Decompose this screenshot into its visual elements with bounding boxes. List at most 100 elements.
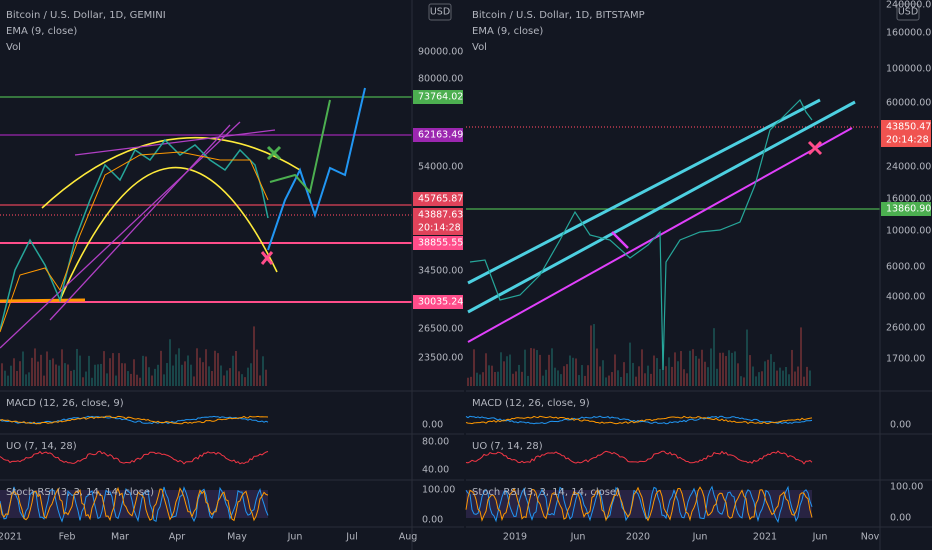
price-label: 20:14:28 — [418, 223, 461, 234]
volume-bar — [590, 325, 592, 386]
volume-bar — [515, 371, 517, 386]
price-label: 26500.00 — [418, 324, 463, 335]
indicator-name: UO (7, 14, 28) — [472, 441, 543, 452]
price-label: 240000.00 — [886, 0, 932, 11]
volume-bar — [73, 369, 75, 386]
volume-bar — [725, 356, 727, 386]
volume-bar — [527, 375, 529, 386]
volume-bar — [10, 365, 12, 386]
price-label: 100000.00 — [886, 64, 932, 75]
volume-bar — [34, 348, 36, 386]
volume-bar — [226, 370, 228, 386]
price-label: 43850.47 — [886, 122, 931, 133]
volume-bar — [749, 355, 751, 386]
volume-bar — [779, 367, 781, 386]
volume-bar — [686, 373, 688, 386]
volume-bar — [782, 370, 784, 386]
volume-bar — [677, 361, 679, 386]
volume-bar — [548, 354, 550, 386]
volume-bar — [485, 353, 487, 386]
price-label: 38855.55 — [418, 238, 463, 249]
volume-bar — [569, 355, 571, 386]
header-text: EMA (9, close) — [6, 26, 77, 37]
volume-bar — [205, 349, 207, 386]
volume-bar — [506, 356, 508, 386]
volume-bar — [136, 374, 138, 386]
volume-bar — [178, 348, 180, 386]
volume-bar — [470, 376, 472, 386]
volume-bar — [497, 371, 499, 386]
volume-bar — [512, 373, 514, 386]
volume-bar — [61, 349, 63, 386]
volume-bar — [479, 374, 481, 386]
time-label: Apr — [169, 532, 186, 543]
volume-bar — [695, 355, 697, 386]
volume-bar — [169, 339, 171, 386]
indicator-scale: 100.00 — [422, 485, 455, 496]
price-tag — [413, 236, 463, 250]
volume-bar — [656, 358, 658, 386]
time-label: May — [227, 532, 247, 543]
price-tag — [881, 133, 931, 147]
indicator-name: UO (7, 14, 28) — [6, 441, 77, 452]
volume-bar — [593, 324, 595, 386]
volume-bar — [70, 370, 72, 386]
volume-bar — [557, 370, 559, 386]
volume-bar — [7, 375, 9, 386]
indicator-scale: 0.00 — [890, 513, 911, 524]
volume-bar — [545, 369, 547, 386]
time-label: Jul — [345, 532, 357, 543]
volume-bar — [259, 375, 261, 386]
volume-bar — [220, 365, 222, 386]
volume-bar — [118, 353, 120, 386]
volume-bar — [124, 363, 126, 386]
volume-bar — [584, 375, 586, 386]
volume-bar — [563, 366, 565, 386]
volume-bar — [172, 365, 174, 386]
uo-line — [0, 450, 269, 465]
volume-bar — [19, 361, 21, 386]
volume-bar — [644, 373, 646, 386]
currency-button[interactable] — [428, 3, 452, 21]
volume-bar — [46, 351, 48, 386]
volume-bar — [794, 371, 796, 386]
volume-bar — [800, 327, 802, 386]
indicator-scale: 100.00 — [890, 482, 923, 493]
price-label: 62163.49 — [418, 130, 463, 141]
indicator-name: Stoch RSI (3, 3, 14, 14, close) — [472, 487, 620, 498]
volume-bar — [608, 375, 610, 386]
volume-bar — [262, 356, 264, 386]
volume-bar — [85, 371, 87, 386]
time-label: Jun — [812, 532, 828, 543]
volume-bar — [139, 377, 141, 386]
volume-bar — [632, 362, 634, 386]
volume-bar — [803, 376, 805, 386]
volume-bar — [635, 376, 637, 386]
price-label: 54000.00 — [418, 162, 463, 173]
volume-bar — [16, 370, 18, 386]
uo-line — [465, 450, 813, 465]
volume-bar — [596, 348, 598, 386]
volume-bar — [641, 349, 643, 386]
volume-bar — [671, 366, 673, 386]
volume-bar — [617, 370, 619, 386]
volume-bar — [109, 358, 111, 386]
volume-bar — [25, 374, 27, 386]
volume-bar — [566, 364, 568, 386]
volume-bar — [752, 366, 754, 386]
time-label: 2021 — [753, 532, 777, 543]
volume-bar — [244, 377, 246, 386]
volume-bar — [145, 356, 147, 386]
volume-bar — [785, 366, 787, 386]
volume-bar — [94, 364, 96, 386]
volume-bar — [587, 365, 589, 386]
currency-button[interactable] — [896, 3, 920, 21]
volume-bar — [482, 372, 484, 386]
price-label: 34500.00 — [418, 266, 463, 277]
indicator-scale: 0.00 — [422, 420, 443, 431]
volume-bar — [707, 367, 709, 386]
time-label: Aug — [399, 532, 418, 543]
volume-bar — [79, 355, 81, 386]
price-tag — [881, 120, 931, 134]
